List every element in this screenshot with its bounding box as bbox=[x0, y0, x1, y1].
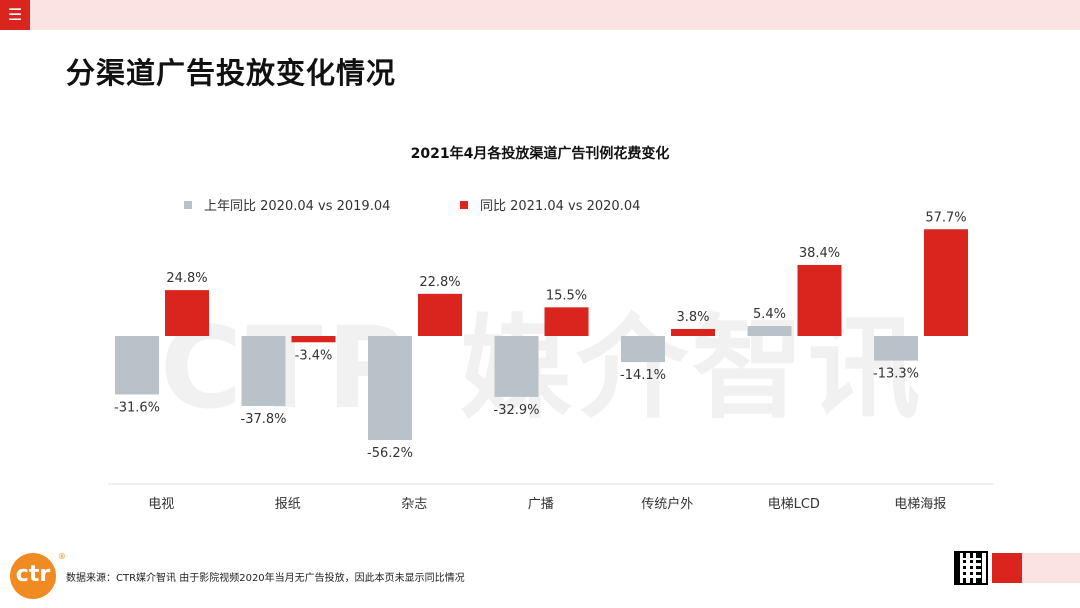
bar-current-year-0 bbox=[165, 290, 209, 336]
data-label-prev-year-1: -37.8% bbox=[241, 412, 287, 427]
category-label-1: 报纸 bbox=[275, 497, 301, 512]
data-label-current-year-4: 3.8% bbox=[676, 310, 709, 325]
bar-current-year-4 bbox=[671, 328, 715, 336]
data-label-prev-year-5: 5.4% bbox=[753, 307, 786, 322]
category-label-6: 电梯海报 bbox=[894, 497, 946, 512]
category-label-4: 传统户外 bbox=[641, 496, 693, 512]
footer-pink-block bbox=[1022, 553, 1080, 583]
menu-icon[interactable]: ☰ bbox=[0, 0, 30, 30]
data-label-current-year-5: 38.4% bbox=[799, 246, 840, 261]
data-label-current-year-0: 24.8% bbox=[166, 271, 207, 286]
legend-swatch-gray bbox=[184, 201, 192, 209]
data-label-prev-year-3: -32.9% bbox=[494, 403, 540, 418]
legend-label-current-year: 同比 2021.04 vs 2020.04 bbox=[480, 199, 641, 214]
legend-swatch-red bbox=[460, 201, 468, 209]
data-label-prev-year-0: -31.6% bbox=[114, 400, 160, 415]
category-label-5: 电梯LCD bbox=[768, 497, 820, 512]
ctr-logo-mark: ® bbox=[58, 552, 66, 561]
category-label-0: 电视 bbox=[148, 497, 174, 512]
chart-title: 2021年4月各投放渠道广告刊例花费变化 bbox=[410, 146, 670, 162]
data-label-current-year-6: 57.7% bbox=[925, 210, 966, 225]
bar-current-year-3 bbox=[544, 307, 589, 336]
bar-prev-year-2 bbox=[368, 336, 412, 440]
bar-current-year-2 bbox=[418, 293, 462, 336]
category-label-2: 杂志 bbox=[401, 497, 427, 512]
legend-item-current-year: 同比 2021.04 vs 2020.04 bbox=[460, 195, 640, 214]
data-label-prev-year-4: -14.1% bbox=[620, 368, 666, 383]
data-label-prev-year-2: -56.2% bbox=[367, 446, 413, 461]
bar-prev-year-0 bbox=[115, 336, 159, 395]
bar-prev-year-3 bbox=[494, 336, 539, 397]
footer-red-block bbox=[992, 553, 1022, 583]
category-label-3: 广播 bbox=[528, 497, 554, 512]
source-note: 数据来源：CTR媒介智讯 由于影院视频2020年当月无广告投放，因此本页未显示同… bbox=[66, 573, 465, 584]
top-bar bbox=[0, 0, 1080, 30]
data-label-current-year-1: -3.4% bbox=[295, 348, 333, 363]
legend-item-prev-year: 上年同比 2020.04 vs 2019.04 bbox=[184, 195, 390, 214]
page-title: 分渠道广告投放变化情况 bbox=[66, 56, 397, 90]
bar-prev-year-6 bbox=[874, 336, 918, 361]
bar-current-year-1 bbox=[291, 336, 336, 343]
bar-prev-year-4 bbox=[621, 336, 665, 363]
qr-code-icon bbox=[954, 551, 988, 585]
bar-current-year-6 bbox=[924, 229, 968, 336]
bar-prev-year-5 bbox=[747, 326, 792, 336]
watermark: CTR 媒介智讯 bbox=[160, 304, 924, 434]
data-label-current-year-3: 15.5% bbox=[546, 288, 587, 303]
ctr-logo: ctr bbox=[10, 553, 56, 599]
legend-label-prev-year: 上年同比 2020.04 vs 2019.04 bbox=[204, 199, 391, 214]
data-label-current-year-2: 22.8% bbox=[419, 275, 460, 290]
bar-current-year-5 bbox=[797, 264, 842, 336]
bar-prev-year-1 bbox=[241, 336, 286, 406]
data-label-prev-year-6: -13.3% bbox=[873, 367, 919, 382]
